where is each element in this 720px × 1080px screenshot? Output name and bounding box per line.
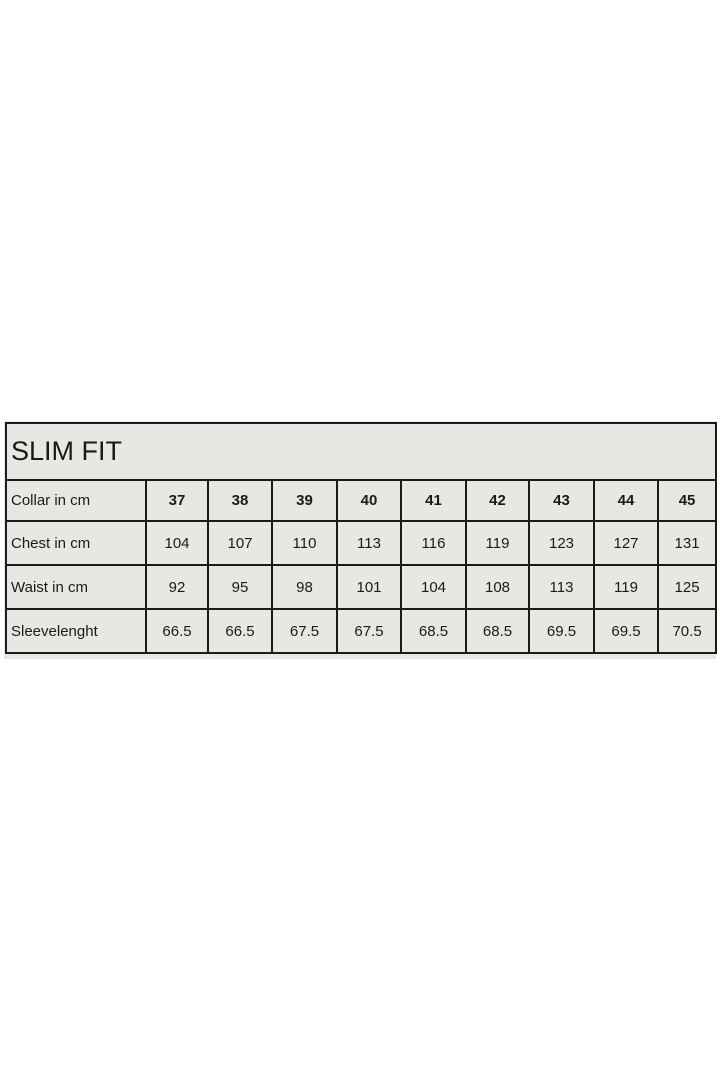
- table-cell: 116: [400, 520, 467, 566]
- table-cell: 104: [145, 520, 209, 566]
- table-title: SLIM FIT: [4, 422, 718, 481]
- table-cell: 40: [336, 479, 402, 522]
- table-cell: 101: [336, 564, 402, 610]
- table-cell: 104: [400, 564, 467, 610]
- row-label: Collar in cm: [5, 479, 147, 522]
- table-row: Collar in cm 37 38 39 40 41 42 43 44 45: [5, 479, 718, 522]
- table-cell: 67.5: [271, 608, 338, 654]
- table-cell: 43: [528, 479, 595, 522]
- table-cell: 66.5: [145, 608, 209, 654]
- table-cell: 37: [145, 479, 209, 522]
- table-row: Chest in cm 104 107 110 113 116 119 123 127 131: [5, 520, 718, 566]
- row-label: Waist in cm: [5, 564, 147, 610]
- table-cell: 69.5: [528, 608, 595, 654]
- table-cell: 127: [593, 520, 659, 566]
- table-cell: 113: [336, 520, 402, 566]
- table-cell: 95: [207, 564, 273, 610]
- table-cell: 45: [656, 479, 718, 522]
- table-cell: 107: [207, 520, 273, 566]
- table-cell: 70.5: [656, 608, 718, 654]
- table-cell: 66.5: [207, 608, 273, 654]
- table-row: Waist in cm 92 95 98 101 104 108 113 119 125: [5, 564, 718, 610]
- table-cell: 98: [271, 564, 338, 610]
- table-cell: 113: [528, 564, 595, 610]
- table-cell: 67.5: [336, 608, 402, 654]
- row-label: Chest in cm: [5, 520, 147, 566]
- table-cell: 92: [145, 564, 209, 610]
- table-cell: 41: [400, 479, 467, 522]
- table-cell: 123: [528, 520, 595, 566]
- table-cell: 42: [465, 479, 530, 522]
- table-cell: 68.5: [400, 608, 467, 654]
- table-cell: 69.5: [593, 608, 659, 654]
- row-label: Sleevelenght: [5, 608, 147, 654]
- table-cell: 119: [465, 520, 530, 566]
- table-cell: 125: [656, 564, 718, 610]
- table-cell: 39: [271, 479, 338, 522]
- table-cell: 131: [656, 520, 718, 566]
- table-cell: 119: [593, 564, 659, 610]
- table-cell: 110: [271, 520, 338, 566]
- table-cell: 38: [207, 479, 273, 522]
- table-cell: 44: [593, 479, 659, 522]
- size-chart-table: SLIM FIT Collar in cm 37 38 39 40 41 42 43 44 45 C…: [4, 422, 718, 654]
- table-cell: 108: [465, 564, 530, 610]
- table-row: Sleevelenght 66.5 66.5 67.5 67.5 68.5 68.5 69.5…: [5, 608, 718, 654]
- table-cell: 68.5: [465, 608, 530, 654]
